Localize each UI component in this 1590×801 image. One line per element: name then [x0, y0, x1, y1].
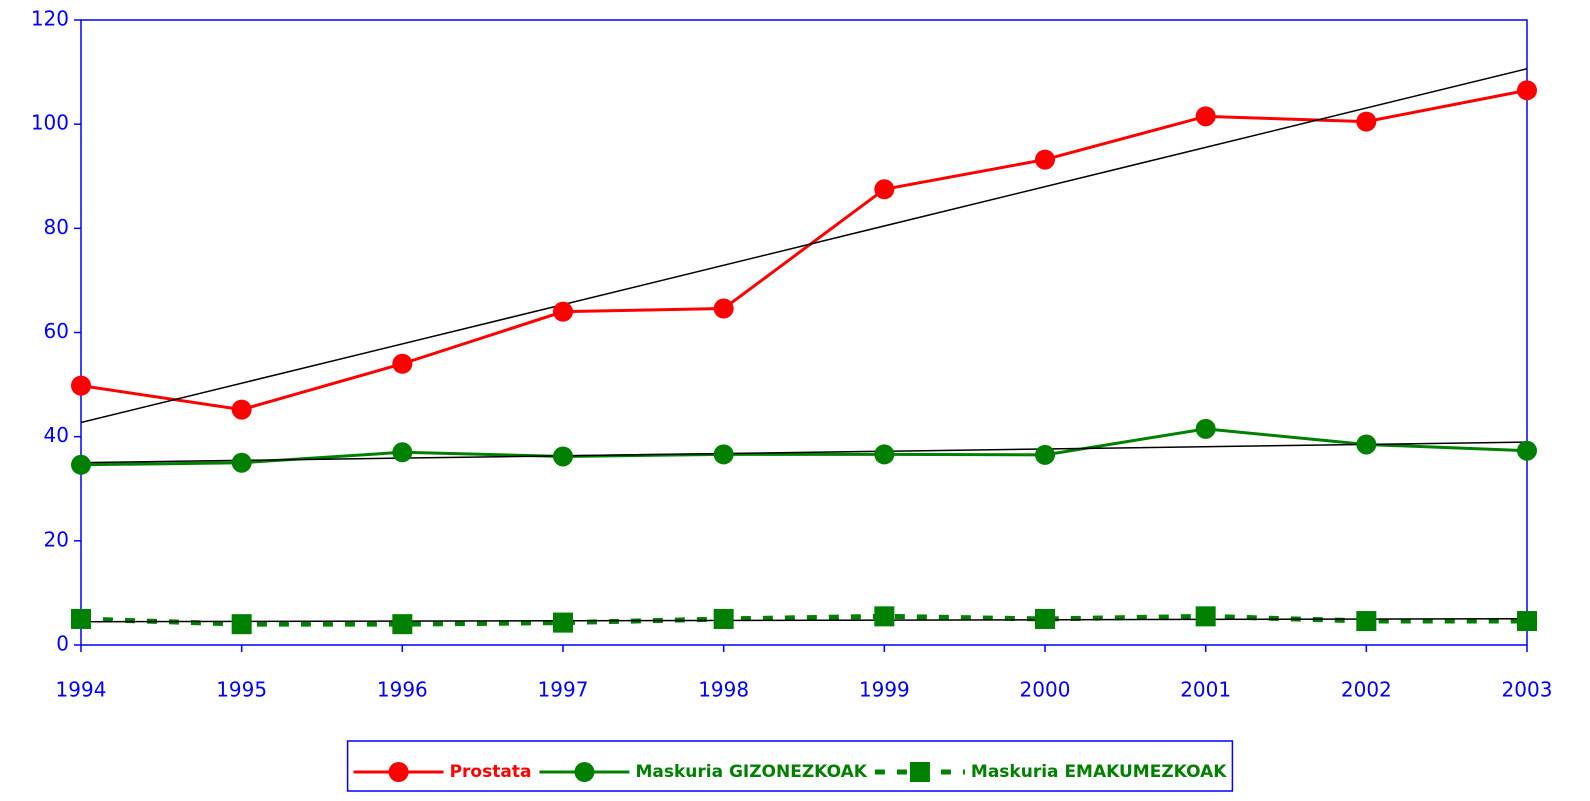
data-point — [1035, 444, 1055, 465]
y-tick-label: 100 — [31, 111, 69, 135]
data-point — [713, 608, 734, 629]
data-point — [71, 375, 91, 396]
plot-area — [80, 19, 1528, 646]
y-tick-label: 60 — [44, 319, 69, 343]
data-point — [392, 353, 413, 374]
data-point — [231, 614, 252, 635]
data-point — [71, 608, 91, 629]
data-point — [1035, 608, 1055, 629]
data-point — [553, 446, 573, 467]
data-point — [1356, 611, 1377, 632]
x-tick-label: 2002 — [1341, 678, 1392, 702]
trend-line — [80, 67, 1528, 424]
data-point — [392, 442, 413, 463]
legend-marker — [388, 762, 409, 782]
data-point — [713, 298, 734, 319]
data-point — [231, 452, 252, 473]
y-tick-label: 80 — [44, 215, 69, 239]
data-point — [1517, 440, 1537, 461]
legend: Prostata Maskuria GIZONEZKOAK Maskuria EMA… — [346, 740, 1234, 792]
data-point — [1356, 111, 1377, 132]
series-line — [80, 427, 1528, 467]
legend-label: Prostata — [450, 762, 532, 782]
data-point — [1517, 611, 1537, 632]
x-tick-label: 1996 — [377, 678, 428, 702]
x-tick-label: 1995 — [216, 678, 267, 702]
data-point — [71, 454, 91, 475]
x-tick-label: 2001 — [1180, 678, 1231, 702]
legend-marker — [909, 762, 930, 782]
data-point — [1517, 80, 1537, 101]
data-point — [553, 301, 573, 322]
data-point — [874, 606, 895, 627]
trend-line — [80, 441, 1528, 464]
trend-line — [80, 617, 1528, 623]
x-tick-label: 1994 — [56, 678, 107, 702]
data-point — [874, 444, 895, 465]
series-line — [80, 88, 1528, 412]
data-point — [1035, 149, 1055, 170]
data-point — [713, 444, 734, 465]
legend-box — [346, 740, 1234, 792]
x-tick-label: 2003 — [1502, 678, 1553, 702]
data-point — [1356, 434, 1377, 455]
legend-marker — [574, 762, 595, 782]
x-tick-label: 1998 — [698, 678, 749, 702]
y-tick-label: 120 — [31, 7, 69, 31]
x-tick-label: 1997 — [538, 678, 589, 702]
y-tick-label: 0 — [56, 632, 69, 656]
data-point — [1195, 418, 1216, 439]
y-tick-label: 40 — [44, 423, 69, 447]
legend-label: Maskuria GIZONEZKOAK — [635, 762, 867, 782]
data-point — [231, 399, 252, 420]
x-tick-label: 2000 — [1020, 678, 1071, 702]
data-point — [553, 612, 573, 633]
x-tick-label: 1999 — [859, 678, 910, 702]
data-point — [392, 614, 413, 635]
data-point — [1195, 106, 1216, 127]
data-point — [1195, 606, 1216, 627]
data-point — [874, 179, 895, 200]
y-tick-label: 20 — [44, 527, 69, 551]
legend-label: Maskuria EMAKUMEZKOAK — [971, 762, 1227, 782]
